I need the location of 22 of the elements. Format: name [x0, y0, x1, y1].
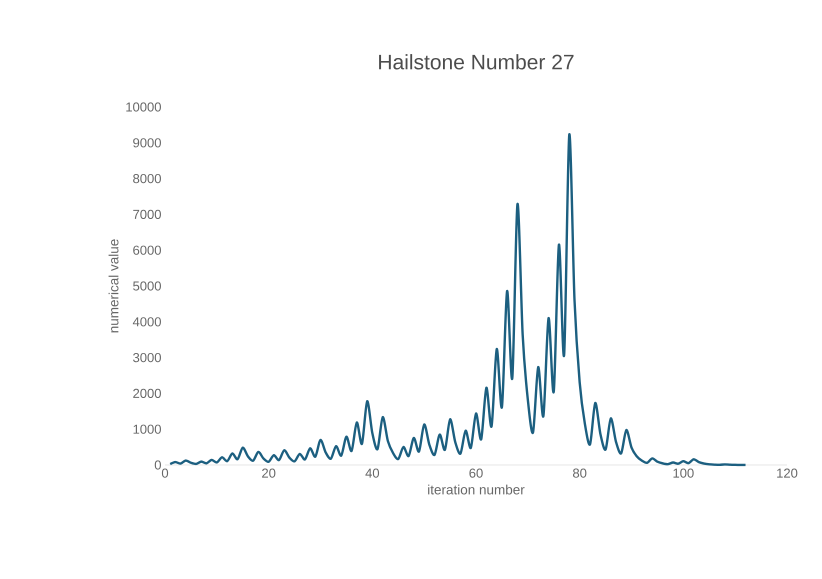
- x-tick-label: 120: [777, 468, 798, 478]
- y-tick-label: 2000: [133, 388, 161, 398]
- y-tick-label: 6000: [133, 246, 161, 255]
- y-tick-label: 1000: [134, 424, 161, 434]
- y-tick-label: 7000: [133, 210, 161, 219]
- x-tick-label: 40: [365, 468, 380, 478]
- y-axis-title: numerical value: [108, 239, 118, 332]
- y-tick-label: 0: [154, 460, 161, 470]
- x-tick-label: 100: [673, 468, 694, 478]
- y-tick-label: 8000: [133, 174, 161, 184]
- y-tick-label: 5000: [133, 281, 161, 291]
- y-tick-label: 10000: [126, 102, 161, 112]
- y-tick-label: 3000: [133, 352, 161, 362]
- y-tick-label: 9000: [133, 138, 161, 148]
- x-tick-label: 80: [573, 468, 586, 478]
- x-tick-label: 0: [162, 468, 168, 478]
- y-tick-label: 4000: [132, 317, 161, 326]
- chart-title: Hailstone Number 27: [379, 54, 574, 70]
- line-series: [168, 133, 747, 466]
- x-tick-label: 60: [469, 468, 483, 478]
- x-tick-label: 20: [262, 468, 276, 478]
- x-axis-title: iteration number: [428, 484, 525, 494]
